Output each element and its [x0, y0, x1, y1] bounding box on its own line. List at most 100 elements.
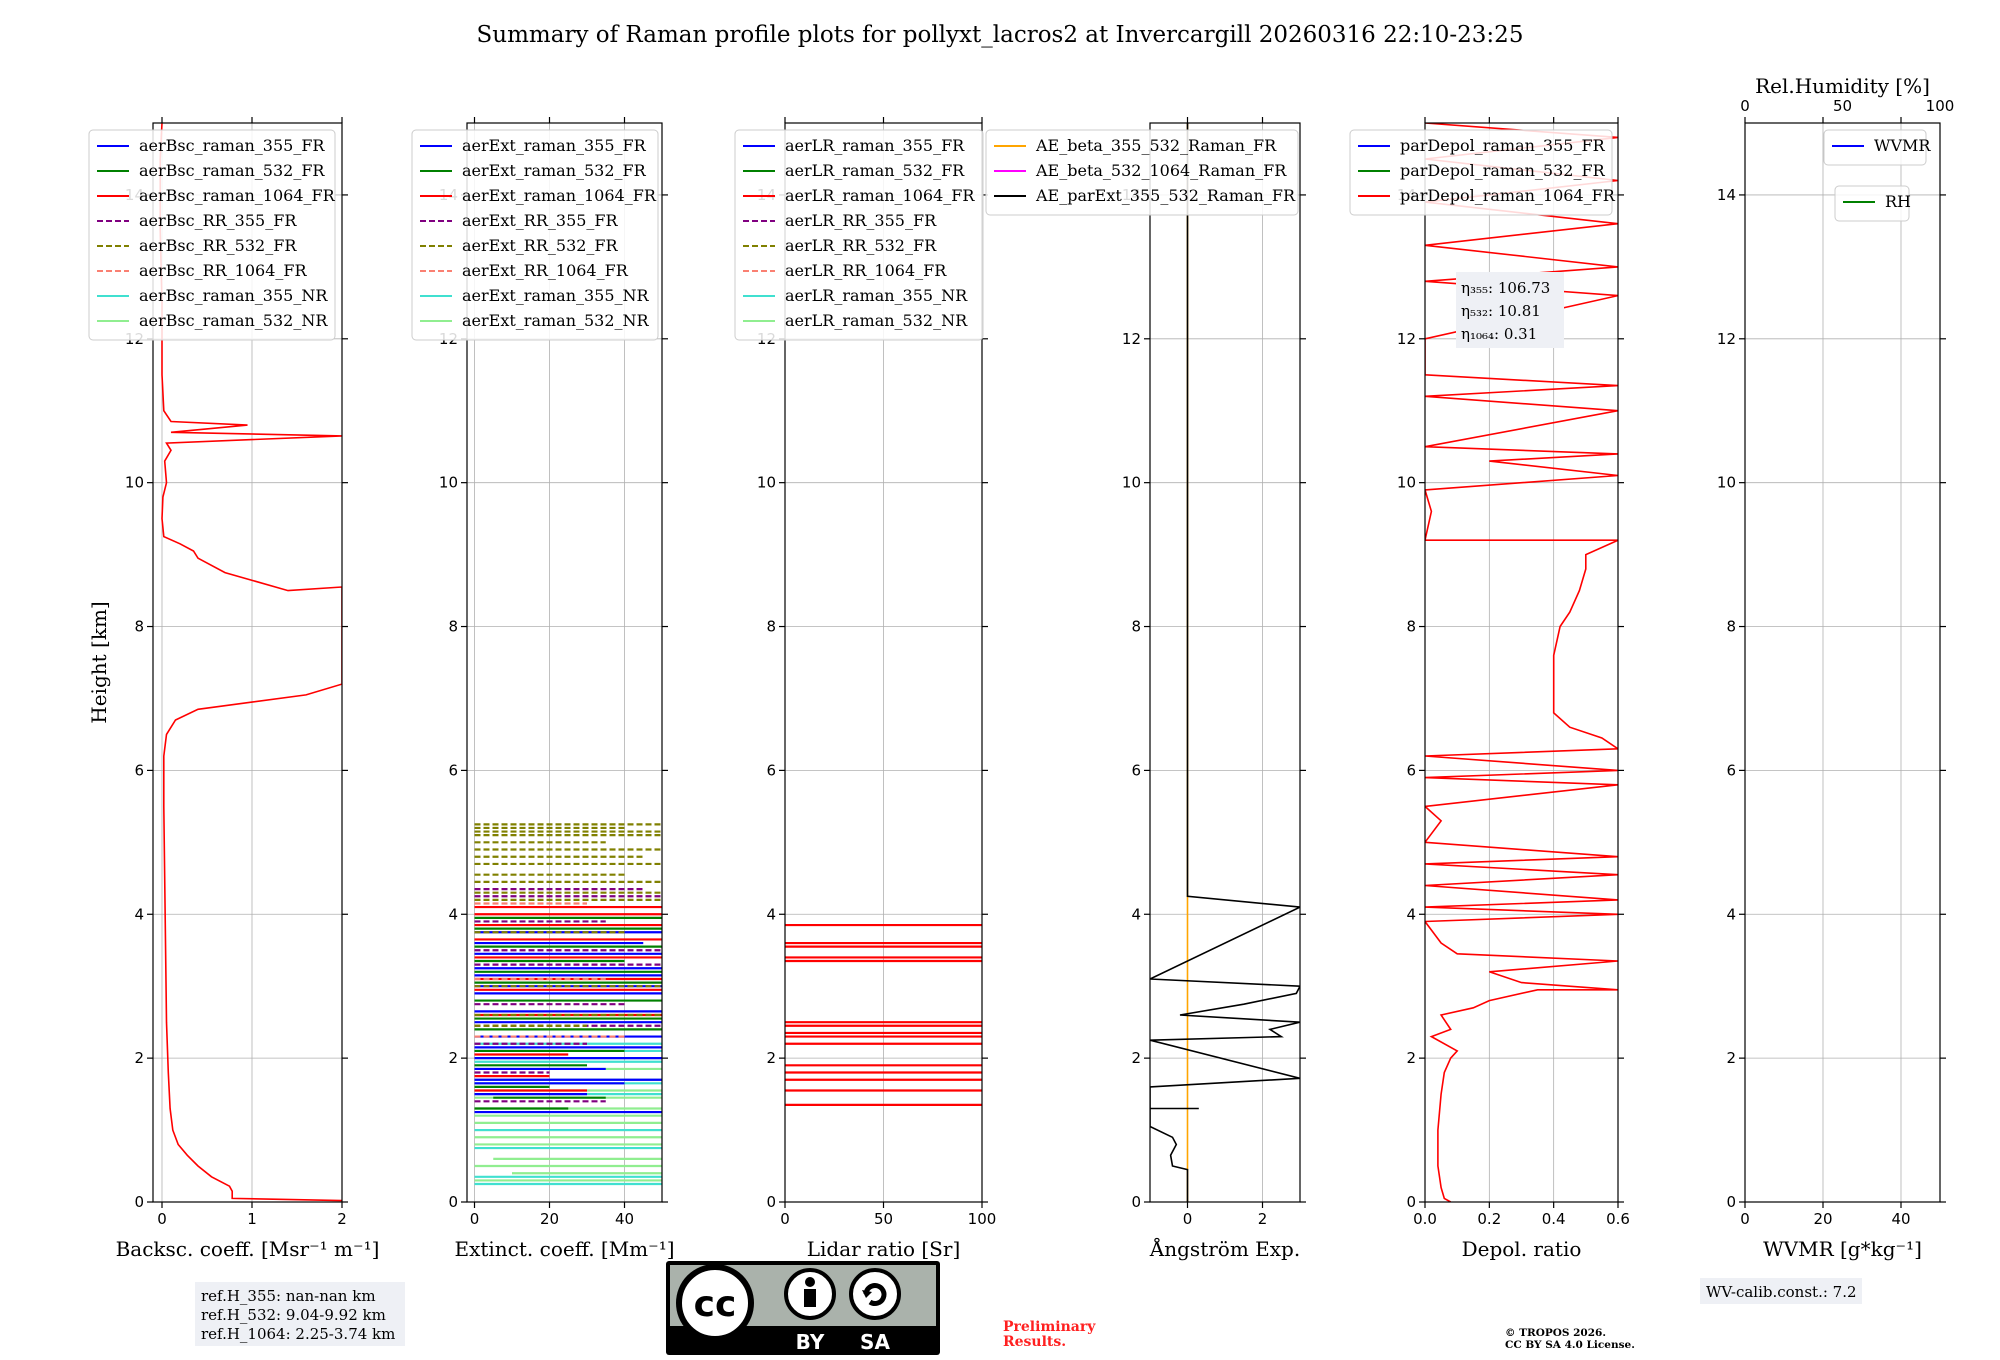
- legend-label: aerExt_RR_532_FR: [462, 236, 619, 255]
- legend: AE_beta_355_532_Raman_FR AE_beta_532_1064…: [985, 129, 1299, 216]
- cc-license-badge: cc BY SA: [666, 1261, 940, 1355]
- x-tick-label: 0: [1183, 1210, 1193, 1228]
- refh-1064: ref.H_1064: 2.25-3.74 km: [201, 1325, 395, 1343]
- x-tick-label: 0.2: [1477, 1210, 1501, 1228]
- y-tick-label: 6: [766, 761, 776, 779]
- y-tick-label: 10: [439, 474, 458, 492]
- axes-frame: [1149, 122, 1301, 1203]
- axes-frame: [1424, 122, 1619, 1203]
- cc-icon: [676, 1264, 754, 1342]
- legend-label: aerBsc_raman_355_NR: [139, 286, 328, 305]
- y-axis-label: Height [km]: [87, 601, 111, 723]
- y-tick-label: 6: [448, 761, 458, 779]
- panel-1: 02468101214012Backsc. coeff. [Msr⁻¹ m⁻¹]…: [87, 117, 379, 1261]
- x-tick-label: 0.6: [1606, 1210, 1630, 1228]
- y-tick-label: 10: [1122, 474, 1141, 492]
- legend-label: aerExt_raman_355_NR: [462, 286, 650, 305]
- y-tick-label: 0: [766, 1193, 776, 1211]
- preliminary-line2: Results.: [1003, 1334, 1066, 1350]
- sa-share-alike-icon: [849, 1268, 901, 1320]
- legend-label: parDepol_raman_355_FR: [1400, 136, 1606, 155]
- eta-annotation: η₁₀₆₄: 0.31: [1461, 325, 1537, 343]
- y-tick-label: 6: [1131, 761, 1141, 779]
- legend-label: aerLR_raman_355_FR: [785, 136, 965, 155]
- y-tick-label: 10: [757, 474, 776, 492]
- y-tick-label: 12: [1397, 330, 1416, 348]
- figure-title: Summary of Raman profile plots for polly…: [477, 22, 1524, 48]
- y-tick-label: 6: [134, 761, 144, 779]
- refh-355: ref.H_355: nan-nan km: [201, 1287, 376, 1305]
- series-line: [1425, 123, 1618, 1202]
- eta-annotation-box: η₃₅₅: 106.73 η₅₃₂: 10.81 η₁₀₆₄: 0.31: [1456, 272, 1564, 348]
- legend-label: aerLR_RR_532_FR: [785, 236, 937, 255]
- y-tick-label: 14: [1717, 186, 1736, 204]
- top-x-tick-label: 100: [1926, 97, 1955, 115]
- data-area: [1150, 123, 1300, 1202]
- panel-6: 0 2 4 6 8 10 12 14 0 20 40 WVMR [g*kg⁻¹] 0 50 100Rel.H…: [1717, 74, 1954, 1261]
- y-tick-label: 2: [448, 1049, 458, 1067]
- panel-4: 0246810121402Ångström Exp.AE_beta_355_53…: [985, 117, 1306, 1261]
- y-tick-label: 8: [766, 618, 776, 636]
- x-tick-label: 20: [1813, 1210, 1832, 1228]
- x-tick-label: 20: [540, 1210, 559, 1228]
- y-tick-label: 2: [134, 1049, 144, 1067]
- legend-label: aerBsc_RR_355_FR: [139, 211, 297, 230]
- legend-label: aerLR_raman_355_NR: [785, 286, 968, 305]
- x-axis-label: WVMR [g*kg⁻¹]: [1763, 1237, 1922, 1261]
- x-tick-label: 0: [470, 1210, 480, 1228]
- refh-532: ref.H_532: 9.04-9.92 km: [201, 1306, 386, 1324]
- x-tick-label: 1: [247, 1210, 257, 1228]
- y-tick-label: 8: [134, 618, 144, 636]
- legend-label: AE_beta_532_1064_Raman_FR: [1035, 161, 1287, 180]
- legend-label: aerLR_raman_532_NR: [785, 311, 968, 330]
- x-tick-label: 0.0: [1413, 1210, 1437, 1228]
- wv-calib-box: WV-calib.const.: 7.2: [1700, 1278, 1862, 1304]
- series-line: [159, 123, 342, 1202]
- y-tick-label: 0: [1131, 1193, 1141, 1211]
- legend: WVMR: [1823, 129, 1931, 166]
- x-axis-label: Lidar ratio [Sr]: [807, 1237, 961, 1261]
- legend-label: aerBsc_RR_532_FR: [139, 236, 297, 255]
- legend-label: parDepol_raman_532_FR: [1400, 161, 1606, 180]
- y-tick-label: 10: [125, 474, 144, 492]
- legend-label: aerExt_RR_1064_FR: [462, 261, 629, 280]
- y-tick-label: 0: [448, 1193, 458, 1211]
- legend-label: aerLR_RR_1064_FR: [785, 261, 947, 280]
- x-axis-label: Ångström Exp.: [1149, 1236, 1300, 1261]
- axes-frame: [466, 122, 663, 1203]
- top-x-tick-label: 50: [1833, 97, 1852, 115]
- y-tick-label: 8: [1131, 618, 1141, 636]
- x-tick-label: 50: [874, 1210, 893, 1228]
- y-tick-label: 10: [1717, 474, 1736, 492]
- panel-2: 0246810121402040Extinct. coeff. [Mm⁻¹]ae…: [411, 117, 675, 1261]
- legend-label: aerExt_raman_532_NR: [462, 311, 650, 330]
- data-area: [474, 823, 662, 1186]
- legend-frame: [88, 129, 336, 341]
- x-axis-label: Backsc. coeff. [Msr⁻¹ m⁻¹]: [116, 1237, 380, 1261]
- preliminary-line1: Preliminary: [1003, 1319, 1096, 1335]
- eta-annotation: η₃₅₅: 106.73: [1461, 279, 1550, 297]
- y-tick-label: 10: [1397, 474, 1416, 492]
- axes-frame: [1744, 122, 1941, 1203]
- y-tick-label: 4: [766, 905, 776, 923]
- y-tick-label: 2: [766, 1049, 776, 1067]
- series-line: [1150, 123, 1300, 1202]
- y-tick-label: 4: [134, 905, 144, 923]
- y-tick-label: 4: [1726, 905, 1736, 923]
- legend-label: aerLR_raman_1064_FR: [785, 186, 975, 205]
- license-sa: SA: [860, 1330, 890, 1354]
- x-axis-label: Depol. ratio: [1462, 1237, 1582, 1261]
- y-tick-label: 2: [1726, 1049, 1736, 1067]
- x-tick-label: 2: [337, 1210, 347, 1228]
- legend: aerExt_raman_355_FR aerExt_raman_532_FRae…: [411, 129, 659, 341]
- legend-label: WVMR: [1874, 136, 1931, 155]
- legend-label: aerExt_raman_532_FR: [462, 161, 647, 180]
- x-tick-label: 0.4: [1542, 1210, 1566, 1228]
- y-tick-label: 8: [1726, 618, 1736, 636]
- legend-frame: [734, 129, 984, 341]
- legend: aerBsc_raman_355_FR aerBsc_raman_532_FRae…: [88, 129, 336, 341]
- data-area: [785, 923, 982, 1106]
- legend-label: AE_parExt_355_532_Raman_FR: [1035, 186, 1296, 205]
